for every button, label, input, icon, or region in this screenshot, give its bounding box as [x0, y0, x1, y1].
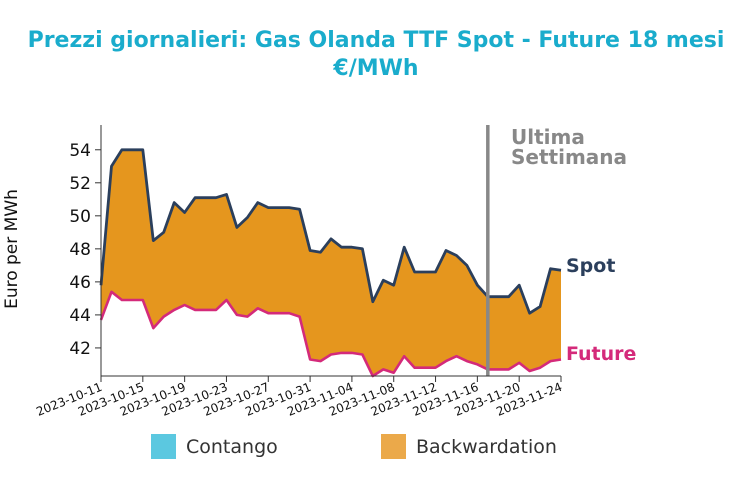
y-ticks: 42 44 46 48 50 52 54	[69, 141, 101, 359]
future-line	[99, 290, 562, 378]
y-tick-label: 52	[69, 174, 91, 194]
plot-area	[99, 125, 562, 378]
y-tick-label: 48	[69, 240, 91, 260]
legend-label-contango: Contango	[186, 436, 278, 458]
series-label-future: Future	[566, 343, 636, 365]
y-tick-label: 44	[69, 306, 91, 326]
legend-swatch-contango	[151, 434, 176, 459]
legend: Contango Backwardation	[151, 434, 557, 459]
y-axis-label: Euro per MWh	[2, 189, 22, 309]
chart-title-line2: €/MWh	[332, 56, 418, 81]
annotation-line2: Settimana	[511, 145, 627, 169]
backwardation-area	[101, 149, 561, 376]
y-tick-label: 42	[69, 339, 91, 359]
legend-swatch-backwardation	[381, 434, 406, 459]
y-tick-label: 50	[69, 207, 91, 227]
legend-label-backwardation: Backwardation	[416, 436, 557, 458]
spot-line	[99, 148, 562, 315]
series-label-spot: Spot	[566, 255, 615, 277]
chart-title-line1: Prezzi giornalieri: Gas Olanda TTF Spot …	[28, 28, 725, 53]
y-tick-label: 46	[69, 273, 91, 293]
annotation-line1: Ultima	[511, 125, 585, 149]
y-tick-label: 54	[69, 141, 91, 161]
x-ticks: 2023-10-112023-10-152023-10-192023-10-23…	[34, 376, 564, 419]
